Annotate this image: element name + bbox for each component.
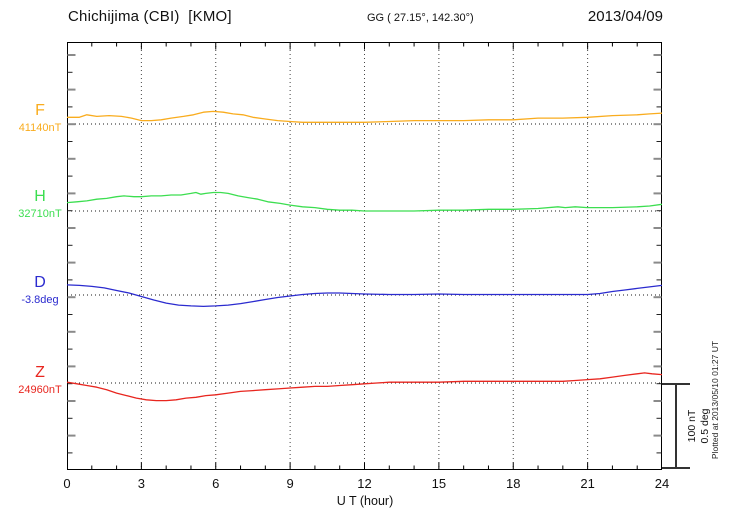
channel-h-letter: H	[34, 188, 46, 205]
channel-block-d: D -3.8deg	[8, 275, 72, 306]
trace-d	[67, 284, 662, 308]
x-tick-label: 0	[63, 476, 71, 491]
x-tick-label: 9	[286, 476, 294, 491]
gg-coordinates: GG ( 27.15°, 142.30°)	[367, 12, 474, 24]
channel-block-f: F 41140nT	[8, 103, 72, 134]
scale-bar-cap-top	[662, 383, 690, 385]
channel-z-value: 24960nT	[18, 384, 62, 396]
channel-d-letter: D	[34, 274, 46, 291]
x-axis-labels: 0 3 6 9 12 15 18 21 24	[0, 476, 730, 492]
trace-h	[67, 191, 662, 212]
x-tick-label: 18	[506, 476, 521, 491]
plot-date: 2013/04/09	[587, 8, 663, 25]
x-axis-title: U T (hour)	[336, 494, 394, 508]
scale-bar-label-nt: 100 nT	[686, 409, 698, 443]
x-tick-label: 12	[357, 476, 372, 491]
trace-f	[67, 110, 662, 123]
x-tick-label: 15	[431, 476, 447, 491]
channel-d-value: -3.8deg	[21, 294, 59, 306]
scale-bar-label: 100 nT 0.5 deg	[686, 396, 712, 456]
channel-z-letter: Z	[35, 364, 45, 381]
trace-z	[67, 372, 662, 402]
channel-block-z: Z 24960nT	[8, 365, 72, 396]
channel-f-value: 41140nT	[18, 122, 62, 134]
scale-bar-cap-bottom	[662, 467, 690, 469]
scale-bar-line	[675, 384, 677, 468]
x-tick-label: 24	[654, 476, 670, 491]
x-tick-label: 6	[212, 476, 220, 491]
plotted-at-note: Plotted at 2013/05/10 01:27 UT	[710, 340, 720, 460]
channel-f-letter: F	[35, 102, 45, 119]
channel-h-value: 32710nT	[18, 208, 62, 220]
magnetogram-plot	[67, 42, 662, 470]
channel-block-h: H 32710nT	[8, 189, 72, 220]
station-title: Chichijima (CBI) [KMO]	[68, 8, 232, 25]
x-tick-label: 21	[580, 476, 595, 491]
x-tick-label: 3	[137, 476, 145, 491]
